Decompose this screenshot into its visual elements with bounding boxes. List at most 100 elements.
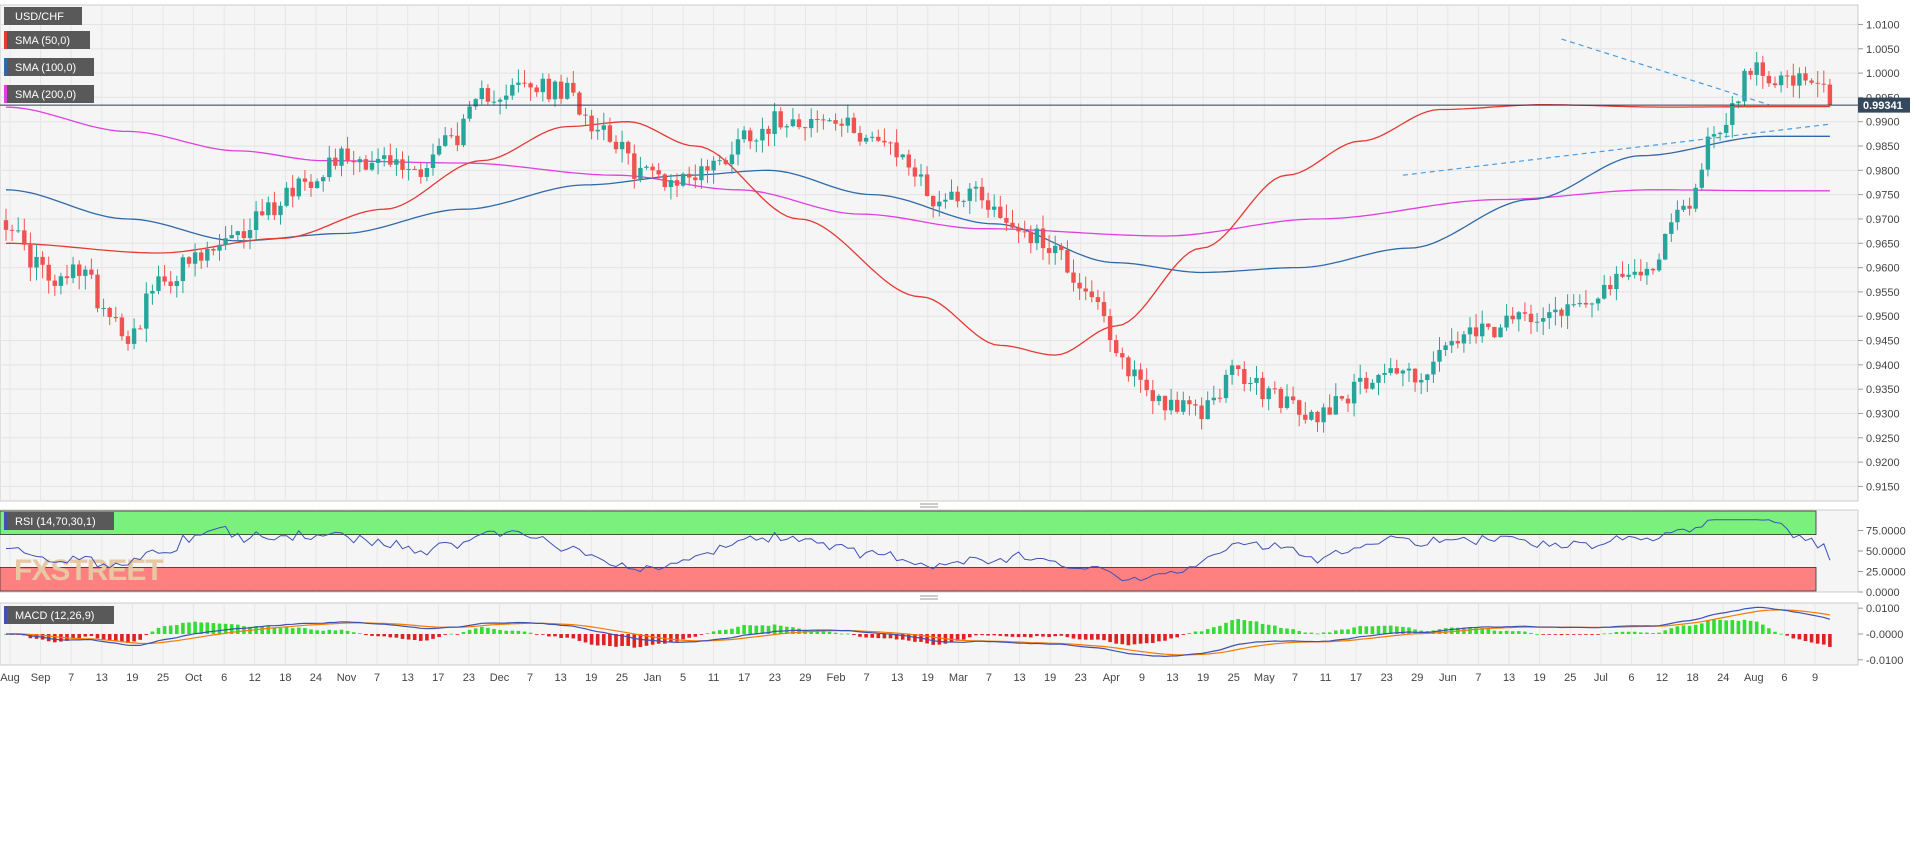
candle-bear bbox=[522, 82, 527, 84]
macd-histogram-bar bbox=[1102, 634, 1106, 641]
candle-bear bbox=[882, 140, 887, 143]
candle-bull bbox=[1333, 396, 1338, 415]
candle-bull bbox=[1156, 395, 1162, 402]
legend-title[interactable]: USD/CHF bbox=[4, 7, 82, 25]
macd-histogram-bar bbox=[1242, 620, 1247, 634]
macd-histogram-bar bbox=[1559, 634, 1564, 636]
macd-histogram-bar bbox=[724, 629, 728, 634]
candle-bull bbox=[339, 148, 344, 166]
macd-histogram-bar bbox=[1565, 634, 1570, 635]
x-tick-label: 6 bbox=[1628, 672, 1634, 684]
legend-rsi-text: RSI (14,70,30,1) bbox=[15, 516, 96, 528]
candle-bull bbox=[223, 238, 228, 245]
candle-bear bbox=[1083, 288, 1088, 292]
candle-bear bbox=[1095, 297, 1101, 303]
candle-bear bbox=[1126, 357, 1131, 377]
candle-bear bbox=[1010, 222, 1015, 228]
candle-bull bbox=[479, 88, 484, 100]
macd-histogram-bar bbox=[187, 622, 191, 634]
macd-histogram-bar bbox=[126, 634, 130, 643]
candle-bear bbox=[1040, 228, 1046, 249]
price-tick-label: 0.9800 bbox=[1866, 165, 1900, 177]
macd-histogram-bar bbox=[1096, 634, 1100, 640]
candlesticks bbox=[3, 51, 1833, 433]
x-tick-label: Oct bbox=[185, 672, 202, 684]
candle-bear bbox=[1193, 404, 1198, 406]
candle-bear bbox=[534, 87, 539, 93]
macd-histogram-bar bbox=[833, 632, 838, 634]
candle-bear bbox=[626, 141, 631, 154]
candle-bull bbox=[1431, 361, 1436, 375]
candle-bull bbox=[1309, 411, 1314, 420]
candle-bull bbox=[1589, 303, 1595, 305]
candle-bear bbox=[400, 159, 405, 170]
candle-bear bbox=[1583, 302, 1589, 305]
macd-resize-handle[interactable] bbox=[920, 595, 938, 600]
rsi-resize-handle[interactable] bbox=[920, 503, 938, 508]
macd-histogram-bar bbox=[351, 632, 356, 634]
legend-sma200[interactable]: SMA (200,0) bbox=[4, 85, 94, 103]
macd-histogram-bar bbox=[760, 625, 765, 634]
macd-histogram-bar bbox=[1700, 623, 1704, 634]
x-tick-label: 11 bbox=[1320, 672, 1331, 684]
candle-bear bbox=[1071, 272, 1076, 283]
macd-histogram-bar bbox=[1480, 628, 1484, 634]
macd-histogram-bar bbox=[473, 628, 478, 634]
candle-bear bbox=[1785, 75, 1790, 77]
macd-histogram-bar bbox=[754, 625, 759, 634]
macd-histogram-bar bbox=[382, 634, 386, 637]
macd-histogram-bar bbox=[321, 630, 325, 634]
candle-bear bbox=[119, 317, 125, 337]
legend-sma50[interactable]: SMA (50,0) bbox=[4, 31, 90, 49]
macd-histogram-bar bbox=[961, 634, 966, 640]
candle-bull bbox=[552, 81, 558, 100]
macd-histogram-bar bbox=[1175, 634, 1179, 638]
macd-histogram-bar bbox=[1273, 625, 1277, 634]
candle-bear bbox=[388, 155, 393, 165]
macd-histogram-bar bbox=[364, 634, 368, 636]
candle-bull bbox=[1632, 271, 1637, 275]
candle-bull bbox=[992, 206, 997, 210]
candle-bear bbox=[272, 202, 277, 216]
candle-bull bbox=[510, 84, 515, 96]
legend-sma100[interactable]: SMA (100,0) bbox=[4, 58, 94, 76]
macd-histogram-bar bbox=[284, 627, 289, 634]
x-tick-label: 23 bbox=[769, 672, 781, 684]
macd-histogram-bar bbox=[46, 634, 51, 642]
candle-bear bbox=[1364, 377, 1369, 389]
candle-bear bbox=[1101, 302, 1107, 317]
macd-histogram-bar bbox=[242, 626, 246, 634]
macd-histogram-bar bbox=[150, 631, 155, 634]
macd-histogram-bar bbox=[1602, 633, 1606, 635]
candle-bear bbox=[1028, 231, 1033, 244]
macd-histogram-bar bbox=[687, 634, 691, 638]
macd-histogram-bar bbox=[1004, 634, 1009, 637]
macd-histogram-bar bbox=[1193, 631, 1198, 634]
candle-bear bbox=[912, 167, 918, 177]
candle-bear bbox=[802, 127, 808, 129]
candle-bull bbox=[1205, 400, 1210, 420]
candle-bear bbox=[1107, 316, 1113, 341]
candle-bear bbox=[815, 118, 820, 120]
x-tick-label: Feb bbox=[827, 672, 846, 684]
candle-bear bbox=[985, 200, 991, 210]
candle-bull bbox=[1284, 396, 1290, 408]
legend-rsi[interactable]: RSI (14,70,30,1) bbox=[4, 512, 114, 530]
legend-macd[interactable]: MACD (12,26,9) bbox=[4, 606, 114, 624]
price-tick-label: 0.9450 bbox=[1866, 336, 1900, 348]
macd-histogram-bar bbox=[1736, 620, 1741, 634]
macd-histogram-bar bbox=[1163, 634, 1167, 641]
macd-histogram-bar bbox=[1016, 634, 1021, 638]
candle-bear bbox=[1803, 73, 1808, 81]
candle-bear bbox=[3, 220, 9, 230]
candle-bull bbox=[101, 307, 106, 309]
rsi-tick-label: 75.0000 bbox=[1866, 526, 1906, 538]
candle-bull bbox=[1742, 70, 1747, 102]
macd-histogram-bar bbox=[461, 632, 466, 634]
macd-histogram-bar bbox=[1620, 631, 1625, 634]
legend-macd-text: MACD (12,26,9) bbox=[15, 610, 94, 622]
rsi-overbought-band bbox=[0, 510, 1817, 536]
macd-histogram-bar bbox=[1651, 633, 1655, 634]
macd-histogram-bar bbox=[1687, 625, 1692, 634]
candle-bear bbox=[1473, 327, 1479, 337]
